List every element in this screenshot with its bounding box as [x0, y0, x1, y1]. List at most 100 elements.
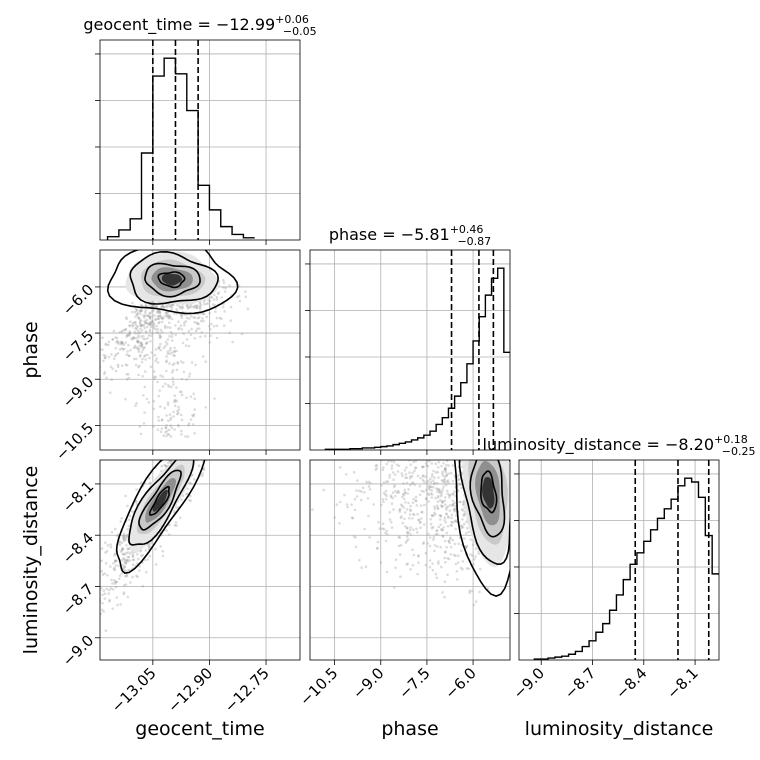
sample-point	[196, 304, 199, 307]
sample-point	[120, 340, 124, 344]
sample-point	[142, 334, 145, 338]
sample-point	[125, 335, 128, 339]
sample-point	[180, 377, 184, 381]
sample-point	[366, 426, 369, 429]
sample-point	[454, 562, 458, 566]
sample-point	[451, 464, 455, 467]
sample-point	[141, 553, 144, 557]
sample-point	[159, 430, 163, 434]
sample-point	[471, 543, 475, 547]
sample-point	[423, 420, 426, 423]
sample-point	[164, 344, 167, 348]
sample-point	[174, 521, 178, 524]
sample-point	[165, 355, 168, 358]
sample-point	[231, 386, 234, 389]
sample-point	[121, 547, 125, 551]
sample-point	[108, 391, 112, 395]
sample-point	[187, 344, 191, 348]
sample-point	[168, 314, 171, 318]
sample-point	[235, 382, 238, 385]
sample-point	[93, 622, 96, 625]
sample-point	[411, 517, 414, 520]
sample-point	[174, 333, 177, 337]
sample-point	[175, 524, 178, 527]
sample-point	[443, 496, 447, 499]
sample-point	[450, 516, 453, 520]
sample-point	[445, 460, 449, 463]
title-upper: +0.06	[275, 13, 309, 26]
contour-level-1	[129, 250, 220, 305]
sample-point	[193, 408, 196, 411]
sample-point	[156, 361, 160, 364]
sample-point	[229, 319, 232, 323]
sample-point	[177, 441, 180, 444]
sample-point	[414, 454, 417, 457]
sample-point	[405, 466, 408, 469]
sample-point	[185, 338, 189, 341]
sample-point	[389, 495, 393, 499]
sample-point	[375, 467, 379, 470]
sample-point	[115, 534, 119, 538]
sample-point	[115, 559, 118, 563]
sample-point	[239, 360, 242, 363]
sample-point	[188, 498, 191, 502]
sample-point	[429, 485, 433, 489]
sample-point	[218, 316, 222, 320]
sample-point	[135, 309, 138, 312]
sample-point	[125, 317, 129, 321]
sample-point	[121, 564, 125, 567]
sample-point	[135, 313, 139, 317]
sample-point	[442, 462, 445, 465]
sample-point	[161, 385, 165, 388]
sample-point	[111, 582, 114, 585]
sample-point	[422, 490, 425, 493]
sample-point	[147, 314, 150, 318]
sample-point	[401, 444, 404, 447]
sample-point	[240, 332, 244, 336]
sample-point	[141, 357, 144, 361]
sample-point	[148, 328, 152, 332]
sample-point	[100, 559, 103, 563]
sample-point	[120, 541, 124, 545]
sample-point	[418, 521, 422, 524]
sample-point	[417, 518, 421, 522]
sample-point	[440, 464, 443, 468]
sample-point	[93, 603, 96, 606]
sample-point	[114, 336, 117, 339]
sample-point	[144, 330, 148, 333]
sample-point	[188, 305, 192, 309]
sample-point	[460, 456, 463, 459]
sample-point	[397, 437, 400, 440]
sample-point	[463, 537, 466, 540]
sample-point	[189, 433, 192, 436]
sample-point	[411, 471, 415, 475]
sample-point	[446, 525, 450, 528]
sample-point	[407, 516, 411, 520]
sample-point	[215, 295, 219, 299]
sample-point	[230, 365, 233, 368]
sample-point	[124, 494, 127, 498]
sample-point	[204, 360, 207, 364]
sample-point	[132, 337, 136, 340]
sample-point	[199, 454, 202, 457]
sample-point	[125, 544, 128, 547]
xtick-label-phase: −6.0	[441, 664, 479, 702]
sample-point	[165, 360, 168, 364]
sample-point	[114, 559, 117, 562]
sample-point	[464, 546, 468, 550]
sample-point	[394, 408, 397, 411]
sample-point	[187, 424, 190, 427]
xaxis-label-phase: phase	[381, 718, 438, 740]
sample-point	[223, 444, 226, 447]
sample-point	[388, 476, 391, 479]
sample-point	[168, 413, 172, 416]
sample-point	[459, 500, 462, 504]
title-value: luminosity_distance = −8.20	[483, 435, 714, 455]
sample-point	[400, 472, 404, 475]
sample-point	[465, 544, 469, 548]
sample-point	[237, 294, 241, 298]
sample-point	[215, 316, 219, 320]
sample-point	[466, 437, 469, 440]
sample-point	[468, 591, 472, 594]
sample-point	[105, 343, 108, 347]
